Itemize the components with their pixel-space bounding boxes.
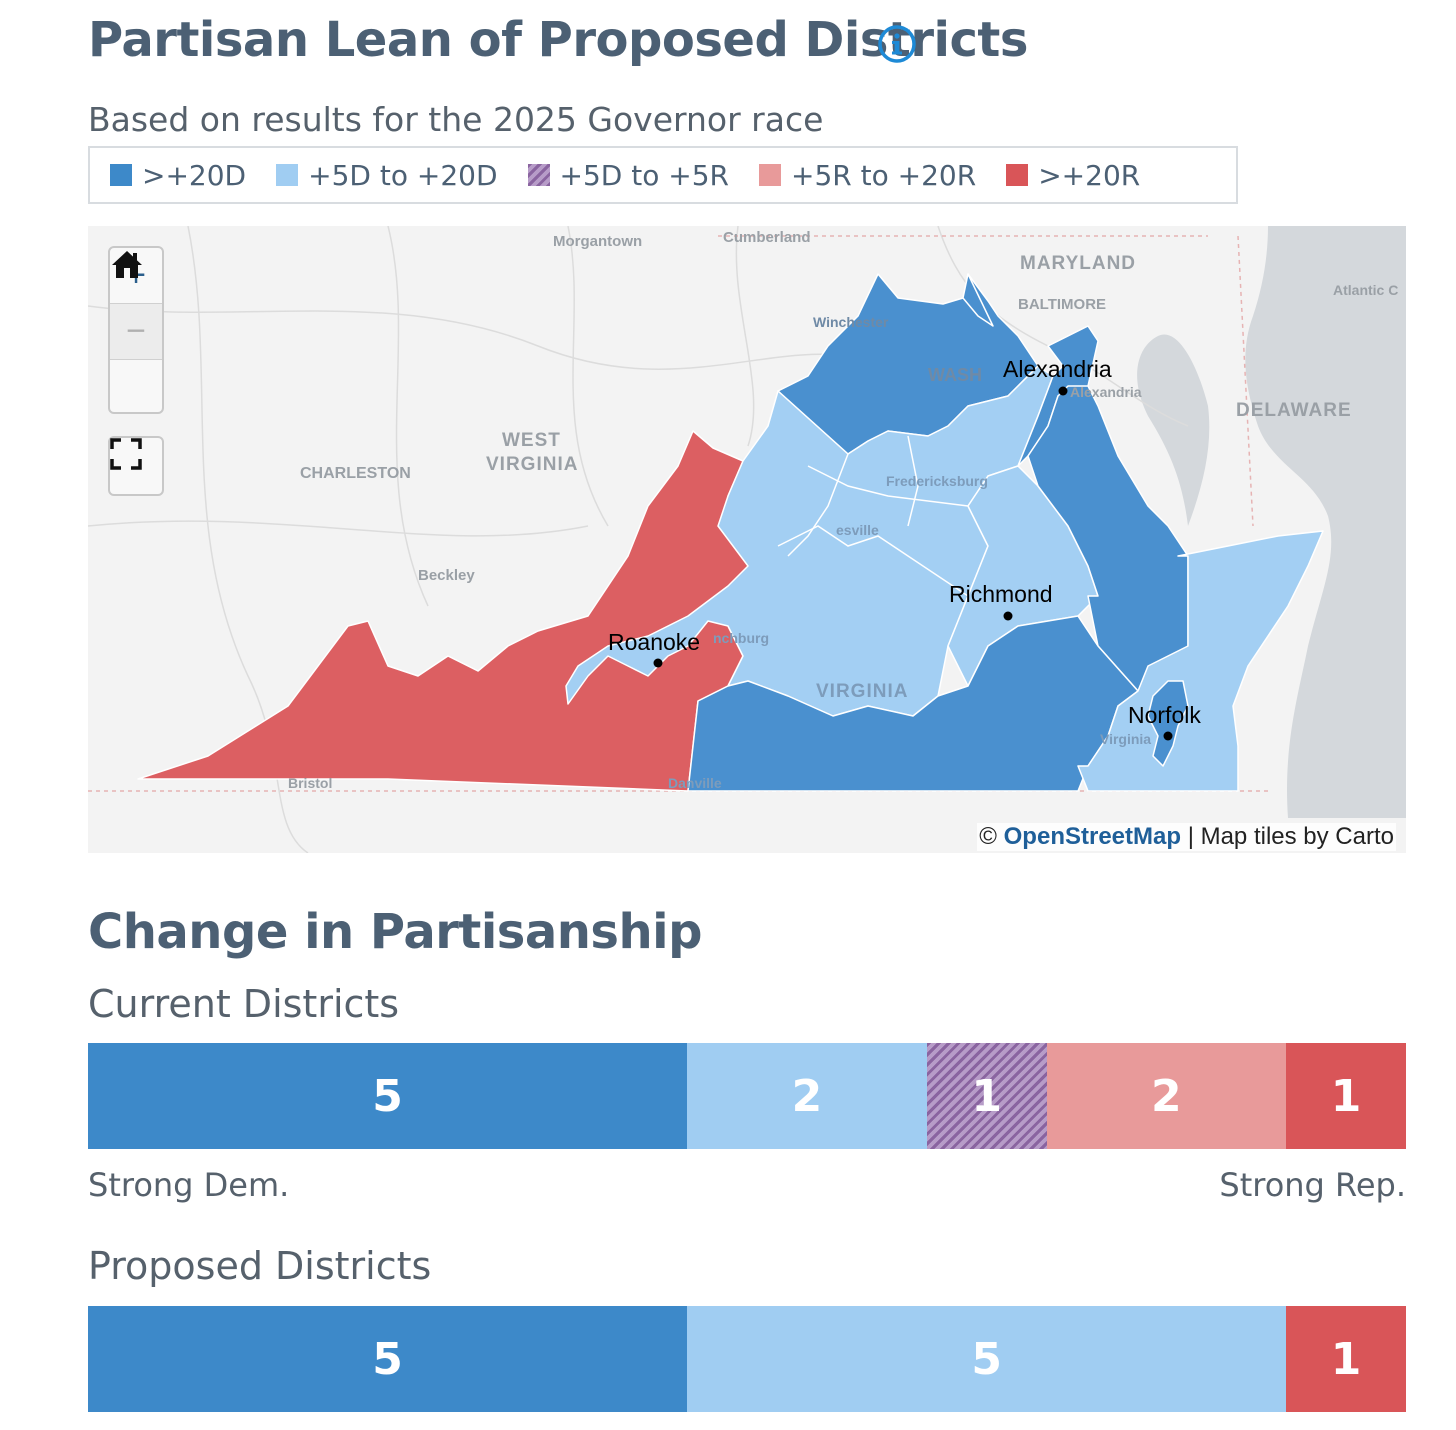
attribution-suffix: | Map tiles by Carto (1187, 823, 1394, 850)
zoom-controls: + − (108, 246, 164, 414)
legend-swatch (527, 164, 550, 186)
axis-label-left: Strong Dem. (88, 1166, 290, 1204)
city-label-norfolk: Norfolk (1128, 702, 1201, 728)
fullscreen-control (108, 436, 164, 496)
info-icon[interactable] (877, 24, 917, 64)
legend-swatch (759, 164, 782, 186)
bar-segment-lean-rep: 2 (1046, 1043, 1287, 1149)
section-title: Change in Partisanship (88, 904, 702, 960)
basemap-label: nchburg (713, 630, 769, 646)
page-title: Partisan Lean of Proposed Districts (88, 12, 1028, 68)
district-lean-dem-eastern-shore[interactable] (1077, 530, 1324, 792)
city-dot-richmond (1003, 611, 1013, 621)
legend-item-strong-rep: >+20R (1006, 159, 1140, 192)
fullscreen-icon (110, 438, 142, 470)
bar-segment-strong-rep: 1 (1286, 1306, 1406, 1412)
legend-label: >+20R (1038, 158, 1141, 192)
legend-item-toss-up: +5D to +5R (527, 158, 730, 192)
legend-item-lean-dem: +5D to +20D (276, 158, 498, 192)
ocean (1245, 226, 1406, 818)
state-borders (88, 235, 1268, 792)
attribution-prefix: © (979, 823, 997, 850)
map-attribution: © OpenStreetMap | Map tiles by Carto (977, 823, 1396, 851)
home-button[interactable] (110, 251, 162, 415)
basemap-label: Winchester (813, 314, 889, 330)
legend-swatch (276, 164, 299, 186)
bar-segment-strong-dem: 5 (88, 1043, 688, 1149)
city-markers: Alexandria Richmond Roanoke Norfolk (608, 356, 1201, 741)
basemap-label: Beckley (418, 567, 475, 584)
basemap-label: BALTIMORE (1018, 296, 1106, 313)
districts[interactable] (137, 273, 1324, 792)
legend-label: +5D to +5R (559, 158, 730, 192)
basemap-label: VIRGINIA (816, 681, 908, 702)
city-label-roanoke: Roanoke (608, 629, 700, 655)
basemap-labels: Morgantown Cumberland MARYLAND BALTIMORE… (288, 229, 1398, 791)
legend: >+20D +5D to +20D +5D to +5R +5R to +20R… (88, 146, 1238, 204)
proposed-districts-bar: 5 5 1 (88, 1306, 1406, 1412)
basemap-label: MARYLAND (1020, 253, 1136, 274)
basemap-label: Virginia (1100, 731, 1151, 747)
district-strong-dem-fairfax[interactable] (962, 273, 994, 327)
fullscreen-button[interactable] (110, 438, 162, 494)
bar-segment-lean-dem: 5 (687, 1306, 1287, 1412)
basemap-label: Alexandria (1070, 384, 1142, 400)
bar-segment-toss-up: 1 (926, 1043, 1047, 1149)
basemap-label: WASH (928, 365, 982, 385)
basemap-label: esville (836, 522, 879, 538)
district-map[interactable]: Morgantown Cumberland MARYLAND BALTIMORE… (88, 226, 1406, 853)
zoom-out-button[interactable]: − (110, 304, 162, 360)
axis-label-right: Strong Rep. (1219, 1166, 1406, 1204)
map-canvas[interactable]: Morgantown Cumberland MARYLAND BALTIMORE… (88, 226, 1406, 853)
legend-item-strong-dem: >+20D (110, 159, 246, 192)
legend-label: +5D to +20D (308, 158, 498, 192)
basemap-label: DELAWARE (1236, 400, 1352, 421)
basemap-label: Morgantown (553, 233, 642, 250)
city-dot-alexandria (1058, 386, 1068, 396)
basemap-label: Fredericksburg (886, 473, 988, 489)
basemap-label: Cumberland (723, 229, 811, 246)
home-icon (112, 251, 142, 278)
legend-item-lean-rep: +5R to +20R (759, 159, 976, 192)
bar-segment-lean-dem: 2 (687, 1043, 927, 1149)
openstreetmap-link[interactable]: OpenStreetMap (1003, 823, 1182, 850)
bar-segment-strong-rep: 1 (1286, 1043, 1406, 1149)
legend-label: >+20D (142, 158, 247, 192)
basemap-label: CHARLESTON (300, 465, 411, 482)
basemap-label: VIRGINIA (486, 454, 578, 475)
legend-label: +5R to +20R (791, 158, 977, 192)
city-label-richmond: Richmond (949, 581, 1053, 607)
bar-segment-strong-dem: 5 (88, 1306, 688, 1412)
proposed-districts-label: Proposed Districts (88, 1244, 432, 1288)
city-dot-roanoke (653, 658, 663, 668)
current-districts-label: Current Districts (88, 982, 400, 1026)
city-label-alexandria: Alexandria (1003, 356, 1112, 382)
city-dot-norfolk (1163, 731, 1173, 741)
basemap-label: Atlantic C (1333, 282, 1398, 298)
legend-swatch (110, 164, 132, 186)
basemap-label: WEST (502, 430, 561, 451)
subtitle: Based on results for the 2025 Governor r… (88, 100, 824, 139)
basemap-label: Bristol (288, 775, 332, 791)
chesapeake-bay (1137, 334, 1210, 526)
legend-swatch (1006, 164, 1029, 186)
district-borders (777, 435, 969, 597)
district-strong-dem-norfolk[interactable] (1147, 680, 1189, 767)
basemap-label: Danville (668, 775, 722, 791)
current-districts-bar: 5 2 1 2 1 (88, 1043, 1406, 1149)
